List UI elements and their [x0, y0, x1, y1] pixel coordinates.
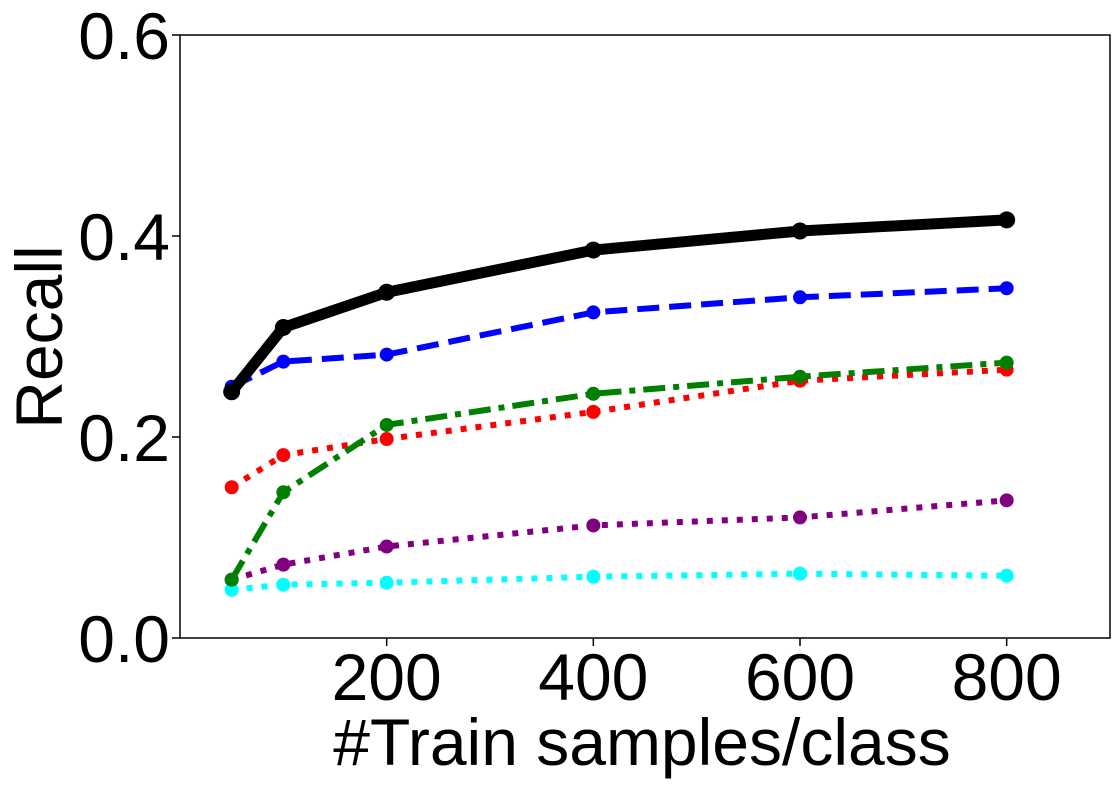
series-2	[224, 566, 1014, 597]
data-point	[224, 572, 239, 587]
series-line	[231, 570, 1007, 593]
x-tick-label: 400	[538, 640, 648, 714]
data-point	[379, 432, 394, 447]
data-point	[224, 582, 239, 597]
data-point	[224, 480, 239, 495]
data-point	[379, 417, 394, 432]
data-point	[276, 577, 291, 592]
axes-layer: 0.0 0.2 0.4 0.6 200 400 600 800	[78, 0, 1061, 714]
series-4	[224, 281, 1014, 394]
series-line	[230, 366, 1007, 490]
y-axis-label: Recall	[2, 245, 76, 428]
data-point	[584, 241, 602, 259]
series-line	[226, 214, 1013, 398]
data-point	[793, 510, 807, 525]
data-point	[379, 347, 394, 362]
data-point	[379, 575, 394, 590]
data-point	[276, 485, 291, 500]
data-point	[998, 211, 1016, 229]
data-point	[274, 318, 292, 336]
data-point	[793, 369, 807, 384]
y-tick-label: 0.6	[78, 0, 170, 73]
data-point	[223, 383, 241, 401]
data-point	[586, 569, 601, 584]
x-axis-label: #Train samples/class	[333, 705, 950, 779]
data-point	[999, 568, 1014, 583]
data-point	[999, 355, 1014, 370]
data-point	[276, 354, 291, 369]
y-tick-label: 0.4	[78, 200, 170, 274]
series-0	[224, 362, 1014, 495]
series-5	[223, 211, 1016, 401]
series-line	[230, 497, 1007, 583]
plot-frame	[179, 34, 1111, 639]
x-tick-label: 800	[952, 640, 1062, 714]
y-tick-label: 0.0	[78, 602, 170, 676]
data-point	[586, 386, 601, 401]
data-point	[276, 557, 291, 572]
y-tick-label: 0.2	[78, 401, 170, 475]
data-point	[999, 493, 1014, 508]
data-point	[793, 290, 807, 305]
data-point	[586, 518, 601, 533]
data-point	[791, 222, 809, 240]
data-point	[793, 566, 807, 581]
data-point	[999, 281, 1014, 296]
data-point	[378, 283, 396, 301]
data-point	[379, 539, 394, 554]
series-layer	[223, 211, 1016, 597]
series-3	[224, 355, 1014, 587]
data-point	[586, 305, 601, 320]
series-line	[229, 359, 1007, 582]
data-point	[276, 448, 291, 463]
x-tick-label: 600	[745, 640, 855, 714]
data-point	[586, 404, 601, 419]
series-line	[230, 285, 1007, 390]
x-tick-label: 200	[332, 640, 442, 714]
